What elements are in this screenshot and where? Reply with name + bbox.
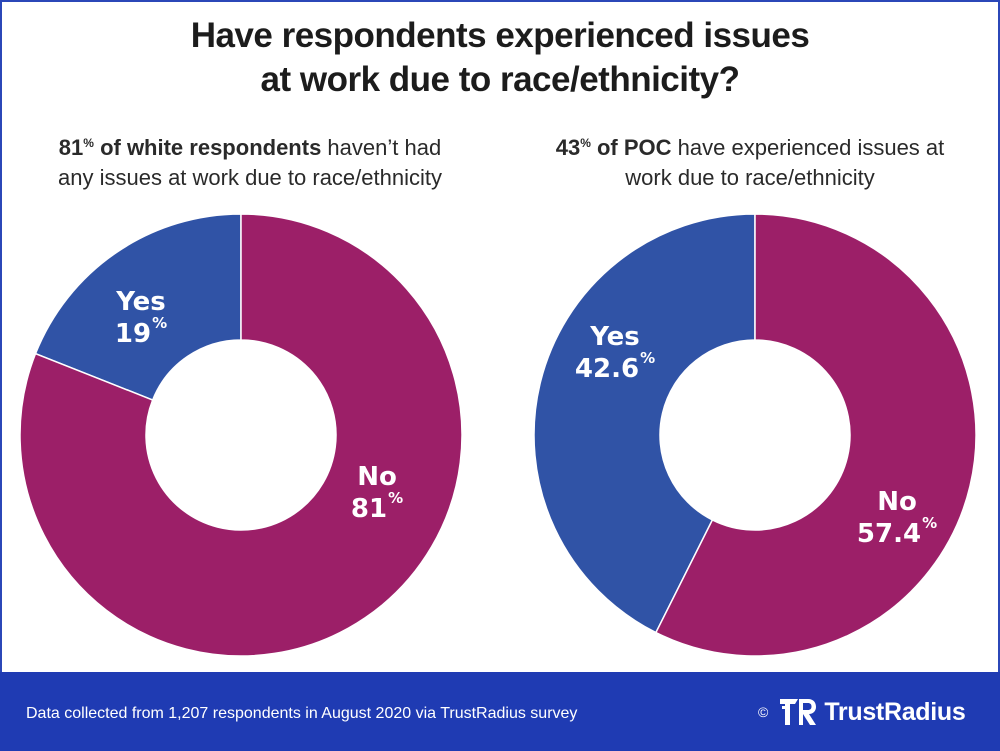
left-sub-line2: any issues at work due to race/ethnicity bbox=[58, 165, 442, 190]
right-sub-number: 43 bbox=[555, 135, 581, 160]
slice-label-name: Yes bbox=[589, 322, 640, 352]
trustradius-logo-icon bbox=[780, 699, 817, 725]
slice-yes bbox=[533, 213, 756, 634]
left-sub-number: 81 bbox=[58, 135, 84, 160]
footer-bar: Data collected from 1,207 respondents in… bbox=[0, 672, 1000, 751]
right-sub-rest: have experienced issues at bbox=[671, 135, 945, 160]
slice-no bbox=[19, 213, 463, 657]
slice-label-name: No bbox=[877, 487, 917, 517]
right-sub-bold: of POC bbox=[590, 135, 672, 160]
slice-label-pct: % bbox=[922, 514, 937, 532]
slice-label-pct: % bbox=[152, 314, 167, 332]
right-sub-line2: work due to race/ethnicity bbox=[625, 165, 875, 190]
title-line-1: Have respondents experienced issues bbox=[190, 16, 810, 55]
slice-label-value: 42.6 bbox=[575, 354, 639, 384]
right-chart-subtitle: 43% of POC have experienced issues at wo… bbox=[500, 128, 1000, 193]
chart-title: Have respondents experienced issues at w… bbox=[0, 14, 1000, 102]
left-sub-pct: % bbox=[83, 136, 94, 150]
title-line-2: at work due to race/ethnicity? bbox=[260, 60, 741, 99]
slice-label-pct: % bbox=[388, 489, 403, 507]
left-sub-bold: of white respondents bbox=[93, 135, 322, 160]
brand-name: TrustRadius bbox=[824, 697, 966, 726]
slice-label-pct: % bbox=[640, 349, 655, 367]
brand-logo: © TrustRadius bbox=[758, 696, 966, 728]
footer-note: Data collected from 1,207 respondents in… bbox=[26, 705, 578, 722]
copyright-symbol: © bbox=[758, 704, 769, 720]
slice-label-value: 19 bbox=[115, 319, 151, 349]
slice-no bbox=[654, 213, 977, 657]
slice-yes bbox=[34, 213, 242, 402]
slice-label-name: No bbox=[357, 462, 397, 492]
slice-label-value: 81 bbox=[351, 494, 387, 524]
slice-label-name: Yes bbox=[115, 287, 166, 317]
right-sub-pct: % bbox=[580, 136, 591, 150]
left-chart-subtitle: 81% of white respondents haven’t had any… bbox=[0, 128, 500, 193]
slice-label-value: 57.4 bbox=[857, 519, 921, 549]
left-sub-rest: haven’t had bbox=[321, 135, 442, 160]
